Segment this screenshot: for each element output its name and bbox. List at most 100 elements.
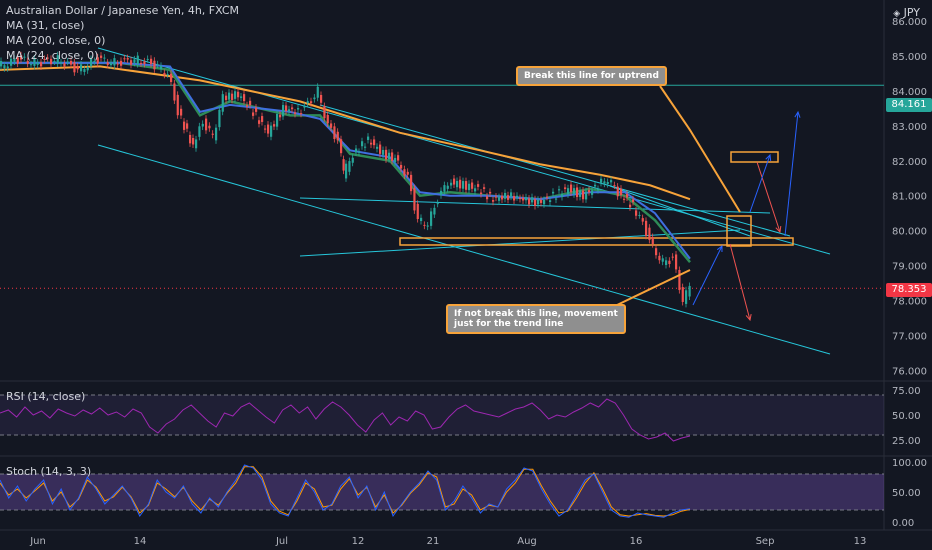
candle-body [46, 57, 49, 59]
candle-body [681, 287, 684, 302]
main-price-pane[interactable] [0, 47, 884, 355]
candle-body [150, 58, 153, 64]
stoch-pane[interactable] [0, 464, 884, 518]
candle-body [36, 62, 39, 65]
candle-body [576, 187, 579, 198]
projection-arrow [692, 245, 723, 306]
stoch-d-line [0, 466, 691, 517]
candle-body [215, 127, 218, 141]
candle-body [537, 199, 540, 205]
resistance-price-tag: 84.161 [886, 98, 932, 112]
candle-body [252, 112, 255, 116]
candle-body [63, 63, 66, 67]
candle-body [201, 123, 204, 127]
candle-body [303, 106, 306, 108]
candle-body [474, 188, 477, 192]
candle-body [73, 62, 76, 73]
candle-body [330, 123, 333, 128]
candle-body [585, 191, 588, 200]
trend-line [319, 104, 791, 237]
ma200-legend: MA (200, close, 0) [6, 34, 106, 47]
candle-body [273, 124, 276, 127]
candle-body [228, 92, 231, 100]
candle-body [116, 63, 119, 65]
candle-body [40, 62, 43, 67]
candle-body [582, 190, 585, 200]
trend-line [97, 144, 831, 355]
candle-body [355, 148, 358, 153]
candle-body [43, 58, 46, 60]
candle-body [641, 218, 644, 222]
candle-body [348, 161, 351, 172]
candle-body [246, 105, 249, 107]
trend-line [97, 47, 831, 255]
candle-body [243, 94, 246, 102]
support-zone-box [399, 237, 794, 246]
candle-body [351, 157, 354, 163]
candle-body [86, 67, 89, 71]
candle-body [655, 248, 658, 256]
y-tick-label: 85.000 [892, 52, 927, 63]
candle-body [489, 191, 492, 194]
projection-arrow [784, 111, 799, 237]
candle-body [531, 197, 534, 203]
candle-body [632, 199, 635, 203]
candle-body [420, 217, 423, 222]
candle-body [3, 65, 6, 69]
candle-body [276, 114, 279, 127]
candle-body [249, 100, 252, 106]
x-tick-label: 21 [427, 536, 440, 547]
candle-body [645, 220, 648, 236]
x-tick-label: 12 [352, 536, 365, 547]
candle-body [33, 58, 36, 66]
candle-body [211, 133, 214, 135]
candle-body [558, 189, 561, 191]
candle-body [413, 188, 416, 211]
candle-body [96, 57, 99, 64]
candle-body [648, 227, 651, 240]
candle-body [231, 93, 234, 100]
candle-body [255, 107, 258, 112]
candle-body [564, 187, 567, 190]
candle-body [60, 62, 63, 64]
candle-body [546, 196, 549, 198]
candle-body [373, 139, 376, 146]
candle-body [382, 149, 385, 155]
candle-body [471, 182, 474, 189]
rsi-pane[interactable] [0, 394, 884, 442]
ma31-line [0, 61, 691, 260]
candle-body [638, 214, 641, 216]
projection-arrow [749, 154, 771, 213]
y-tick-label: 78.000 [892, 297, 927, 308]
candle-body [688, 285, 691, 297]
projection-arrow [729, 243, 751, 321]
y-tick-label: 81.000 [892, 192, 927, 203]
ma200-line [0, 65, 691, 201]
candle-body [465, 181, 468, 190]
candle-body [267, 124, 270, 134]
candle-body [436, 203, 439, 205]
stoch-band [0, 474, 884, 510]
candle-body [306, 101, 309, 104]
candle-body [495, 196, 498, 198]
candle-body [342, 159, 345, 171]
candle-body [610, 180, 613, 183]
x-tick-label: Sep [756, 536, 775, 547]
candle-body [0, 61, 3, 67]
candle-body [516, 195, 519, 198]
candle-body [616, 186, 619, 197]
x-tick-label: Jun [29, 536, 46, 547]
candle-body [170, 73, 173, 83]
stoch-y-tick: 0.00 [892, 518, 914, 529]
y-tick-label: 77.000 [892, 332, 927, 343]
arrow-head [794, 110, 801, 118]
symbol-title: Australian Dollar / Japanese Yen, 4h, FX… [6, 4, 240, 17]
candle-body [156, 64, 159, 66]
projection-arrow [756, 161, 781, 233]
candle-body [534, 199, 537, 206]
candle-body [234, 91, 237, 99]
candle-body [456, 181, 459, 188]
candle-body [440, 190, 443, 196]
